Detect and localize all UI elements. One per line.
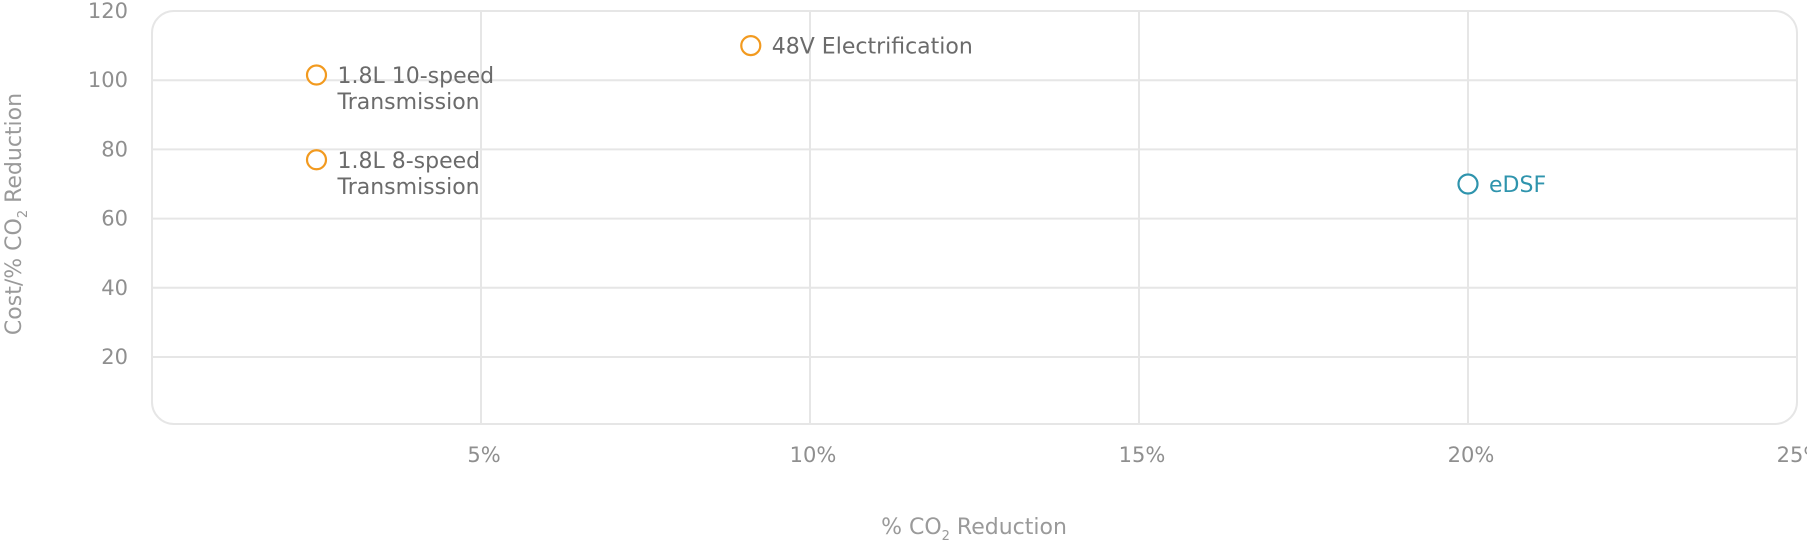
y-tick-label: 40	[101, 276, 128, 300]
data-point-label: 1.8L 10-speed Transmission	[337, 64, 495, 115]
data-point-label: 48V Electrification	[772, 35, 973, 60]
x-tick-label: 20%	[1448, 443, 1495, 467]
data-points: 1.8L 10-speed Transmission 1.8L 8-speed Tra…	[305, 34, 1546, 200]
y-tick-label: 80	[101, 137, 128, 161]
y-axis-title: Cost/% CO2 Reduction	[2, 93, 31, 335]
y-tick-label: 60	[101, 207, 128, 231]
plot-area	[151, 10, 1798, 425]
x-tick-label: 25%	[1777, 443, 1807, 467]
x-tick-label: 5%	[467, 443, 500, 467]
x-tick-label: 10%	[790, 443, 837, 467]
y-tick-label: 120	[88, 0, 128, 23]
data-point-marker	[305, 64, 328, 86]
x-tick-label: 15%	[1119, 443, 1166, 467]
data-point-marker	[1457, 173, 1479, 195]
data-point-marker	[740, 34, 762, 57]
gridlines	[152, 11, 1797, 424]
data-point-label: 1.8L 8-speed Transmission	[337, 149, 481, 200]
y-tick-label: 100	[88, 68, 128, 92]
data-point-marker	[305, 149, 328, 171]
data-point-label: eDSF	[1489, 173, 1546, 198]
tick-labels: 5% 10% 15% 20% 25% 20 40 60 80 100 120	[88, 0, 1807, 467]
x-axis-title: % CO2 Reduction	[881, 515, 1067, 544]
y-tick-label: 20	[101, 345, 128, 369]
